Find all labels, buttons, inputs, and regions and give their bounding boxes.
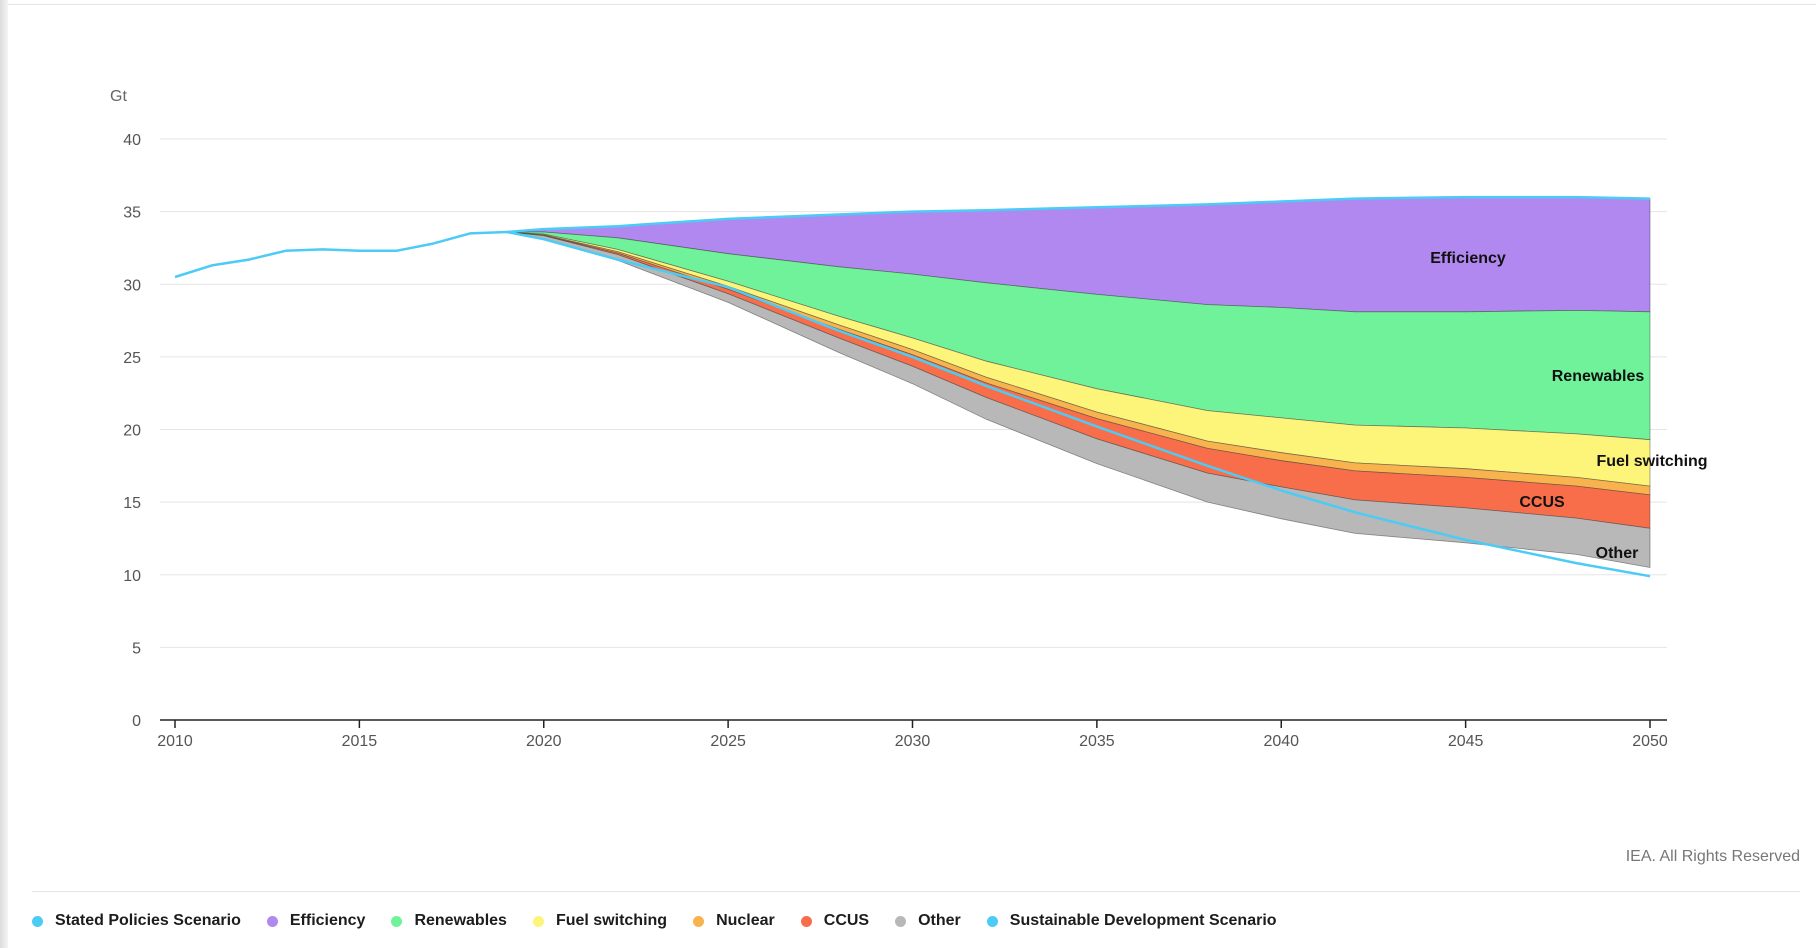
legend-swatch [532,915,544,927]
legend-item-nuclear[interactable]: Nuclear [693,912,775,930]
legend-item-renewables[interactable]: Renewables [391,912,507,930]
y-tick-label: 35 [123,205,141,222]
x-tick-label: 2050 [1632,733,1668,750]
legend-label: Renewables [414,912,507,929]
area-other [506,231,1651,568]
y-tick-label: 20 [123,423,141,440]
legend-item-sustainable-development-scenario[interactable]: Sustainable Development Scenario [986,912,1277,930]
legend-swatch [895,915,907,927]
legend-item-fuel-switching[interactable]: Fuel switching [532,912,668,930]
area-label-efficiency: Efficiency [1430,250,1506,267]
x-tick-label: 2030 [895,733,931,750]
legend-divider [32,891,1800,892]
legend-item-efficiency[interactable]: Efficiency [266,912,366,930]
area-label-renewables: Renewables [1552,368,1645,385]
x-tick-label: 2010 [157,733,193,750]
x-tick-label: 2035 [1079,733,1115,750]
legend-label: Stated Policies Scenario [55,912,241,929]
legend-label: Efficiency [289,912,366,929]
y-tick-label: 25 [123,350,141,367]
y-tick-label: 5 [132,640,141,657]
y-axis-unit: Gt [110,88,127,105]
x-tick-label: 2025 [710,733,746,750]
y-tick-label: 0 [132,713,141,730]
scenario-lines [174,195,1651,578]
y-tick-label: 30 [123,277,141,294]
legend-item-stated-policies-scenario[interactable]: Stated Policies Scenario [32,912,241,930]
legend-swatch [32,915,43,927]
legend-label: CCUS [823,912,870,929]
legend-swatch [266,915,278,927]
area-label-ccus: CCUS [1519,494,1565,511]
legend-swatch [986,915,998,927]
legend-label: Other [918,912,961,929]
x-tick-label: 2040 [1263,733,1299,750]
historical-emissions-line [174,230,507,279]
legend-label: Nuclear [716,912,775,929]
x-tick-label: 2015 [342,733,378,750]
x-tick-label: 2020 [526,733,562,750]
stated-policies-line [506,195,1651,234]
legend: Stated Policies Scenario Efficiency Renewa… [32,912,1277,930]
credit-text: IEA. All Rights Reserved [1625,848,1800,865]
legend-label: Sustainable Development Scenario [1009,912,1277,929]
y-tick-label: 40 [123,132,141,149]
area-label-other: Other [1596,545,1639,562]
y-tick-label: 10 [123,568,141,585]
legend-label: Fuel switching [555,912,668,929]
area-label-fuel-switching: Fuel switching [1596,453,1707,470]
legend-swatch [693,915,705,927]
y-tick-label: 15 [123,495,141,512]
left-edge-shadow [0,0,8,948]
legend-swatch [391,915,403,927]
sustainable-development-line [506,230,1651,578]
top-divider [8,4,1816,5]
x-tick-label: 2045 [1448,733,1484,750]
area-labels: Efficiency Renewables Fuel switching CCUS Ot… [1430,250,1707,562]
legend-swatch [800,915,812,927]
legend-item-other[interactable]: Other [895,912,961,930]
legend-item-ccus[interactable]: CCUS [800,912,870,930]
stacked-areas [506,196,1651,568]
